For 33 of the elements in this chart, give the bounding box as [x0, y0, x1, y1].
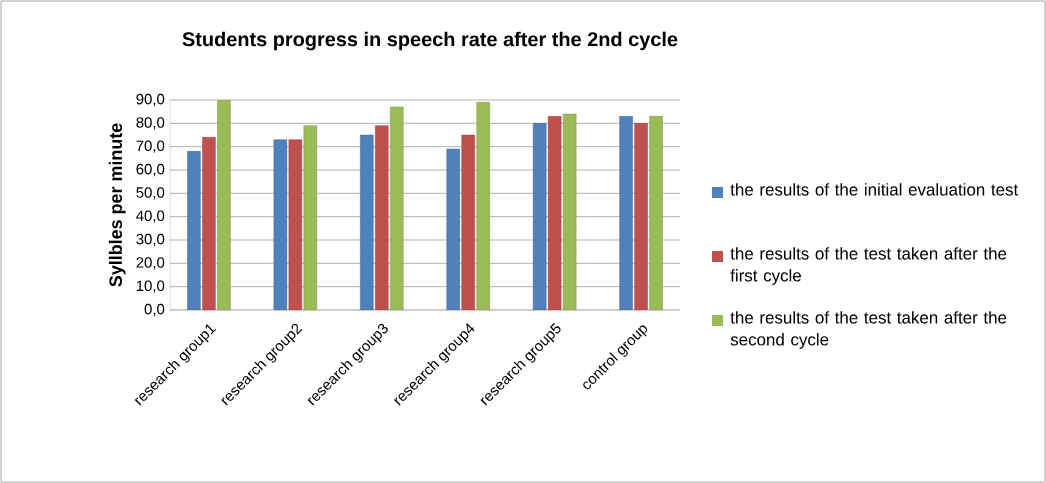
y-tick-label: 70,0: [136, 140, 165, 153]
bar: [217, 99, 231, 310]
bar: [461, 134, 475, 310]
y-tick-label: 40,0: [136, 210, 165, 223]
y-axis-title: Syllbles per minute: [108, 123, 126, 287]
y-tick-label: 20,0: [136, 257, 165, 270]
bar: [619, 116, 633, 310]
bar: [303, 125, 318, 310]
bar: [187, 151, 201, 310]
y-tick-label: 90,0: [136, 93, 165, 107]
bar: [649, 116, 663, 310]
y-tick-label: 30,0: [136, 233, 165, 247]
legend-label: the results of the initial evaluation test: [730, 183, 1019, 196]
bar: [634, 123, 648, 310]
legend-label: the results of the test taken after the first cycle: [730, 247, 1007, 285]
bar: [476, 102, 490, 310]
legend-label: the results of the test taken after the second cycle: [730, 311, 1007, 349]
y-tick-label: 80,0: [136, 117, 165, 130]
y-tick-label: 50,0: [136, 187, 165, 200]
bar: [446, 148, 460, 310]
chart-title: Students progress in speech rate after the 2nd cycle: [182, 31, 678, 51]
y-tick-label: 60,0: [136, 163, 165, 177]
bar: [547, 116, 562, 310]
bar: [375, 125, 389, 310]
bar: [532, 123, 547, 310]
bar: [562, 113, 577, 310]
bar: [288, 139, 303, 310]
bar: [360, 134, 374, 310]
bar: [202, 137, 216, 310]
bar: [273, 139, 288, 310]
y-tick-label: 10,0: [136, 280, 165, 293]
bar: [390, 106, 404, 310]
y-tick-label: 0,0: [144, 303, 165, 317]
